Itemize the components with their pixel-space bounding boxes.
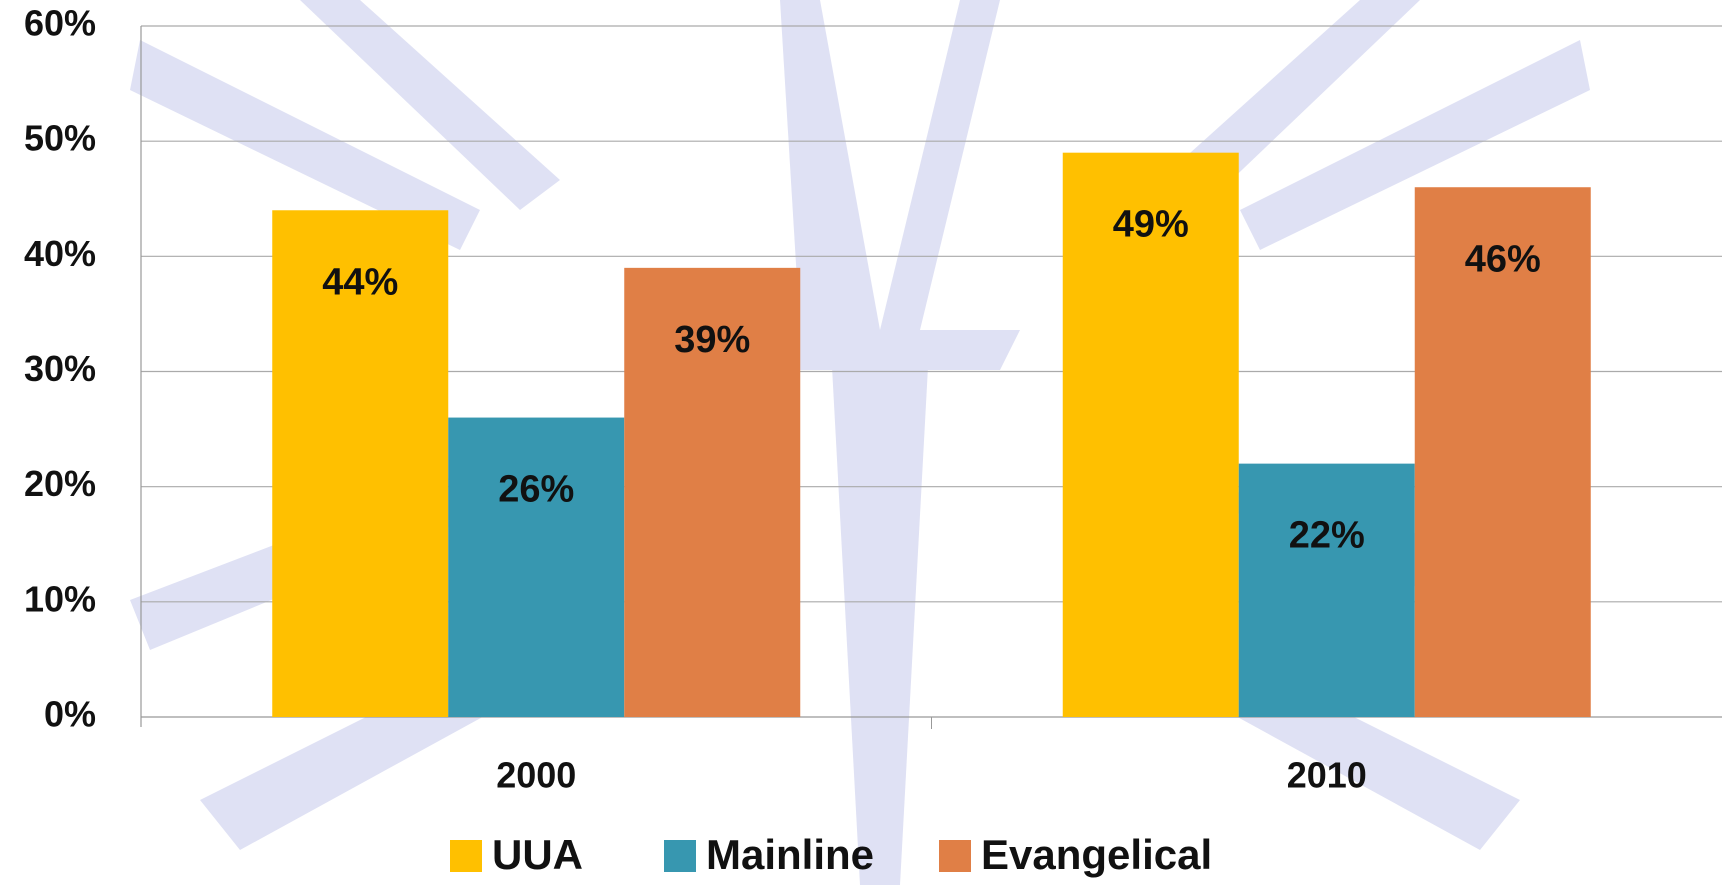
legend-swatch <box>450 840 482 872</box>
legend-label: Evangelical <box>981 831 1212 878</box>
bar <box>1414 187 1591 717</box>
y-tick-label: 30% <box>24 348 96 389</box>
value-label: 22% <box>1289 515 1365 557</box>
y-tick-label: 40% <box>24 233 96 274</box>
bar <box>448 417 625 717</box>
value-label: 26% <box>498 469 574 511</box>
x-tick-label: 2010 <box>1287 755 1367 796</box>
legend-swatch <box>664 840 696 872</box>
bar <box>1238 463 1415 717</box>
bar <box>272 210 449 717</box>
value-label: 39% <box>674 319 750 361</box>
bar <box>1062 152 1239 717</box>
value-label: 46% <box>1465 238 1541 280</box>
legend-label: Mainline <box>706 831 874 878</box>
y-tick-label: 20% <box>24 463 96 504</box>
legend-label: UUA <box>492 831 583 878</box>
value-label: 44% <box>322 261 398 303</box>
bar <box>624 267 801 717</box>
y-tick-label: 10% <box>24 578 96 619</box>
legend-swatch <box>939 840 971 872</box>
y-tick-label: 60% <box>24 3 96 44</box>
value-label: 49% <box>1113 204 1189 246</box>
x-tick-label: 2000 <box>496 755 576 796</box>
y-tick-label: 50% <box>24 118 96 159</box>
y-tick-label: 0% <box>44 694 96 735</box>
